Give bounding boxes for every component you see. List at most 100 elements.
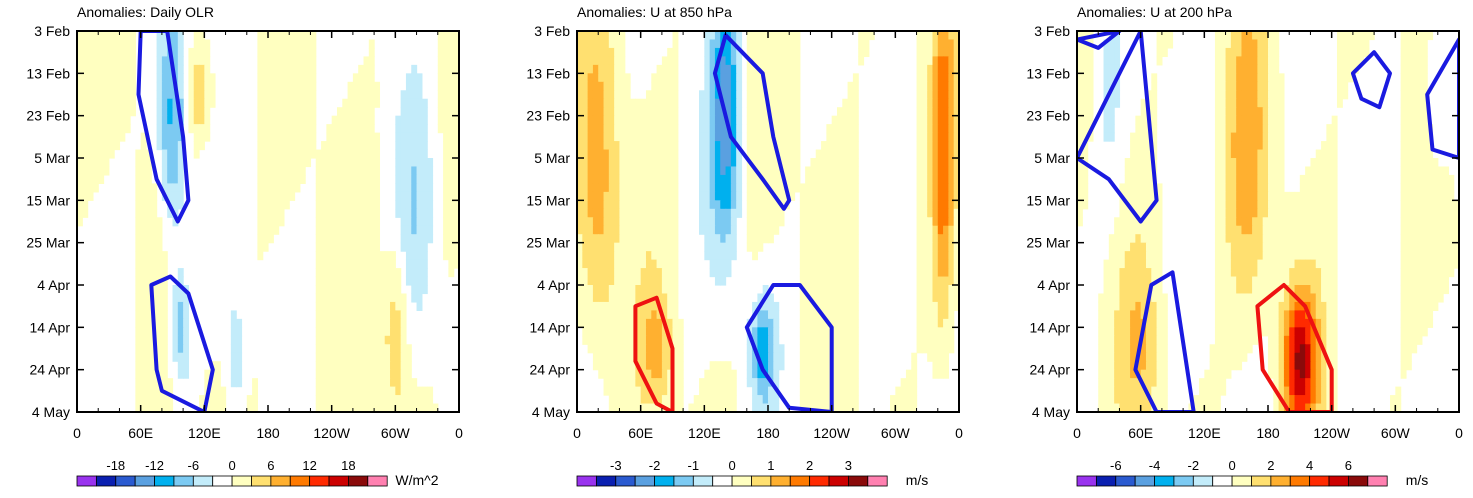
field-cell [587,225,594,235]
field-cell [927,98,934,108]
field-cell [1289,191,1296,201]
field-cell [799,327,806,337]
field-cell [384,369,391,379]
y-tick-label: 3 Feb [34,23,70,39]
field-cell [836,251,843,261]
field-cell [156,251,163,261]
field-cell [1294,225,1301,235]
field-cell [752,81,758,91]
field-cell [953,149,959,159]
field-cell [1400,158,1407,168]
colorbar-swatch [348,475,369,487]
field-cell [1411,174,1418,184]
field-cell [87,132,94,142]
field-cell [1448,174,1455,184]
field-cell [1453,242,1459,252]
field-cell [826,301,833,311]
field-cell [1140,174,1147,184]
field-cell [672,64,679,74]
field-cell [352,268,359,278]
field-cell [204,47,211,57]
field-cell [1214,276,1221,286]
field-cell [651,208,658,218]
field-cell [1326,158,1333,168]
field-cell [927,208,934,218]
field-cell [624,352,631,362]
field-cell [651,268,658,278]
field-cell [1230,259,1237,269]
field-cell [948,149,955,159]
field-cell [1347,64,1354,74]
field-cell [156,47,163,57]
field-cell [405,361,412,371]
field-cell [1299,174,1306,184]
field-cell [1236,183,1243,193]
field-cell [794,73,801,83]
field-cell [582,73,589,83]
field-cell [1411,56,1418,66]
field-cell [1411,276,1418,286]
field-cell [937,259,944,269]
field-cell [619,403,626,412]
field-cell [1230,39,1237,49]
field-cell [395,208,402,218]
field-cell [921,217,928,227]
field-cell [252,386,258,396]
field-cell [577,132,583,142]
field-cell [437,81,444,91]
field-cell [1257,124,1264,134]
field-cell [921,64,928,74]
field-cell [805,395,812,405]
field-cell [1252,56,1258,66]
field-cell [1257,132,1264,142]
field-cell [1448,183,1455,193]
field-cell [199,39,205,49]
field-cell [363,191,370,201]
field-cell [752,318,758,328]
field-cell [810,166,817,176]
field-cell [1416,149,1423,159]
field-cell [805,301,812,311]
field-cell [598,251,605,261]
colorbar-swatch [270,475,291,487]
field-cell [661,158,668,168]
field-cell [1103,124,1110,134]
field-cell [736,158,743,168]
field-cell [592,124,599,134]
field-cell [453,149,459,159]
field-cell [1400,47,1407,57]
field-cell [379,301,386,311]
field-cell [836,386,843,396]
field-cell [773,174,780,184]
field-cell [831,352,838,362]
field-cell [448,107,455,117]
field-cell [937,191,944,201]
field-cell [1427,183,1434,193]
field-cell [336,259,343,269]
field-cell [709,132,716,142]
field-cell [598,141,605,151]
field-cell [810,361,817,371]
field-cell [651,234,658,244]
field-cell [577,191,583,201]
field-cell [448,81,455,91]
field-cell [608,276,615,286]
field-cell [1246,158,1253,168]
field-cell [895,395,902,405]
field-cell [305,115,312,125]
field-cell [347,285,354,295]
field-cell [725,174,732,184]
field-cell [900,395,907,405]
field-cell [151,183,158,193]
field-cell [1145,90,1152,100]
field-cell [1220,107,1227,117]
field-cell [1082,47,1089,57]
field-cell [352,73,359,83]
field-cell [167,149,174,159]
field-cell [730,386,737,396]
field-cell [368,242,375,252]
field-cell [725,141,732,151]
field-cell [635,124,642,134]
field-cell [592,81,599,91]
field-cell [651,259,658,269]
